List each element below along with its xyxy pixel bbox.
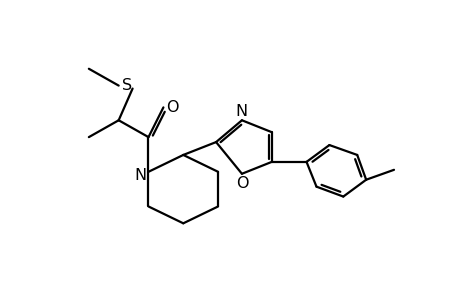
Text: O: O <box>166 100 178 115</box>
Text: N: N <box>134 168 146 183</box>
Text: N: N <box>235 104 247 119</box>
Text: O: O <box>235 176 248 191</box>
Text: S: S <box>121 78 131 93</box>
